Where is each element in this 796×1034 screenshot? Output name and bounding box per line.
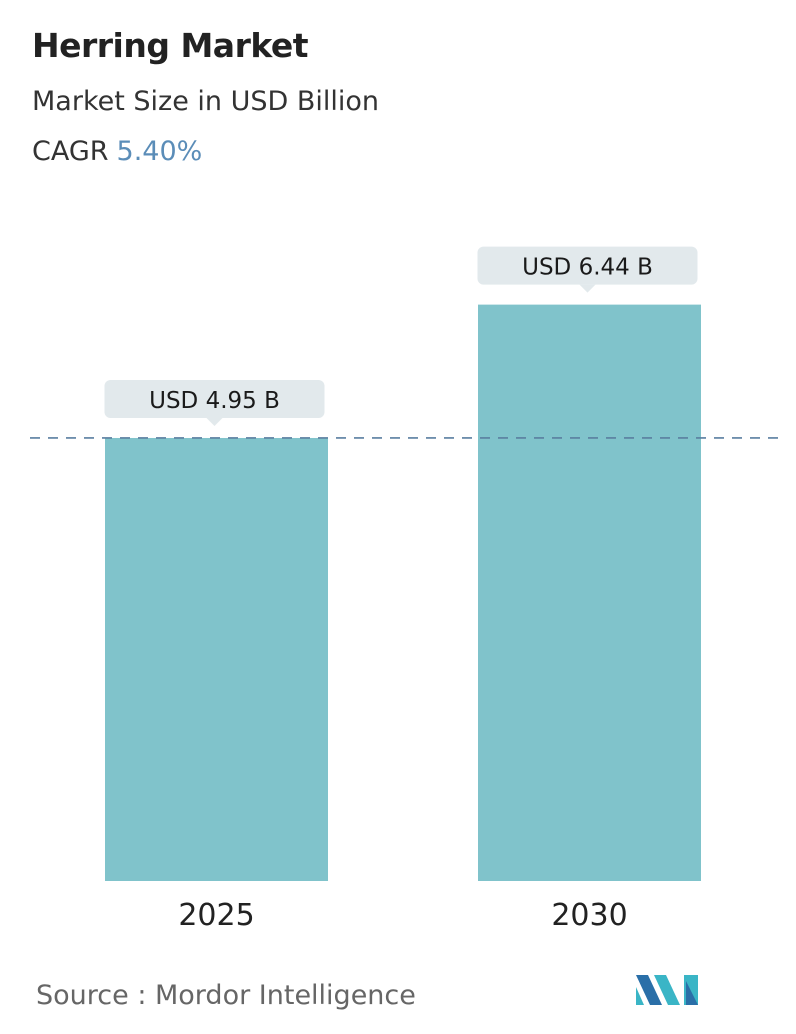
data-label-text: USD 4.95 B xyxy=(149,388,280,414)
data-label-2025: USD 4.95 B xyxy=(104,379,325,426)
x-tick-2025: 2025 xyxy=(178,898,254,933)
mordor-logo xyxy=(636,975,698,1005)
cagr: CAGR 5.40% xyxy=(32,136,202,167)
cagr-value: 5.40% xyxy=(116,136,203,167)
chart-title: Herring Market xyxy=(32,26,309,65)
chart-subtitle: Market Size in USD Billion xyxy=(32,86,380,117)
x-tick-2030: 2030 xyxy=(551,898,627,933)
source-text: Source : Mordor Intelligence xyxy=(36,980,416,1011)
cagr-label: CAGR xyxy=(32,136,109,167)
bar-2030 xyxy=(478,304,701,881)
data-label-text: USD 6.44 B xyxy=(522,255,653,281)
bar-2025 xyxy=(105,437,328,881)
data-label-2030: USD 6.44 B xyxy=(477,246,698,293)
